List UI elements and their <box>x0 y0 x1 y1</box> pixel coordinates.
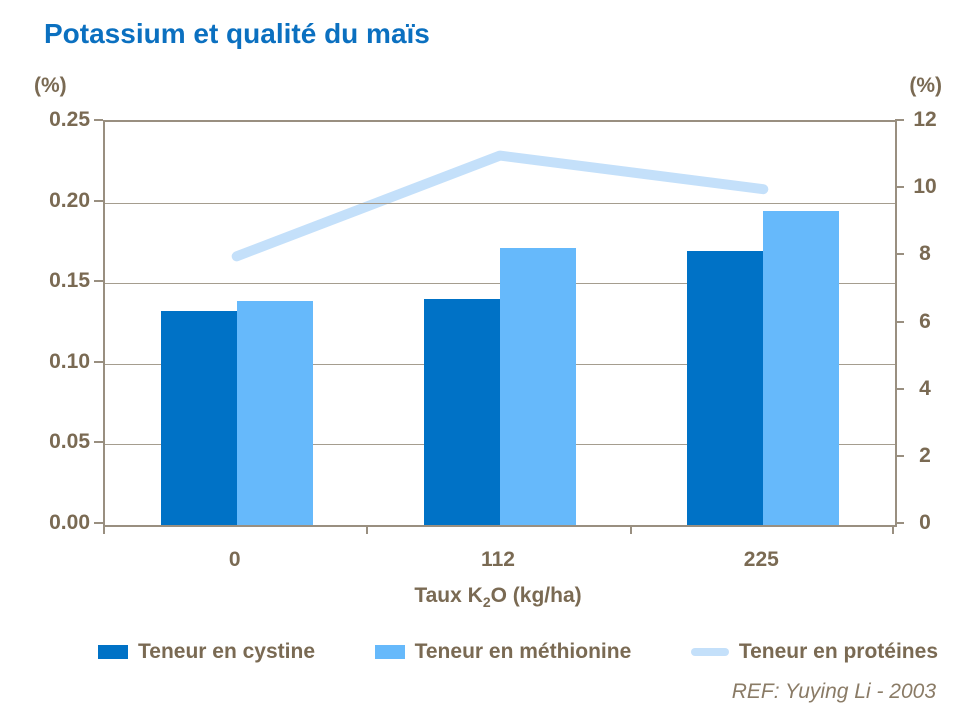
gridline <box>105 202 895 204</box>
x-axis-tick <box>892 525 894 534</box>
left-axis-tick <box>94 441 103 444</box>
legend: Teneur en cystine Teneur en méthionine T… <box>98 640 938 664</box>
legend-item-cystine: Teneur en cystine <box>98 640 315 664</box>
right-axis-tick-label: 8 <box>919 242 931 266</box>
left-axis-tick <box>94 199 103 202</box>
x-category-label: 225 <box>743 548 779 571</box>
chart-title: Potassium et qualité du maïs <box>44 18 430 49</box>
bar-cystine-112 <box>424 299 500 525</box>
proteines-line-swatch-icon <box>690 648 729 656</box>
right-axis-tick-label: 12 <box>913 108 937 131</box>
plot-area <box>103 120 897 527</box>
left-axis-tick-label: 0.00 <box>49 511 90 534</box>
right-axis-tick-label: 10 <box>913 175 937 199</box>
right-axis-tick <box>895 387 904 390</box>
right-axis-tick <box>895 454 904 457</box>
bar-methionine-0 <box>236 300 313 525</box>
right-axis-tick-label: 0 <box>919 511 931 534</box>
right-axis-tick <box>895 186 904 189</box>
x-axis-title: Taux K2O (kg/ha) <box>103 584 893 610</box>
right-axis-tick-label: 2 <box>919 443 931 467</box>
left-axis-tick-label: 0.05 <box>49 430 90 454</box>
left-axis-tick-label: 0.10 <box>49 349 90 373</box>
right-axis-tick <box>895 119 904 121</box>
methionine-swatch-icon <box>374 645 405 659</box>
protein-line-layer <box>231 150 769 262</box>
x-category-label: 112 <box>481 548 515 571</box>
bar-methionine-225 <box>763 210 840 525</box>
x-axis-title-suffix: O (kg/ha) <box>490 584 582 607</box>
right-axis-tick-label: 4 <box>919 376 931 400</box>
x-axis-title-subscript: 2 <box>482 594 491 611</box>
protein-line <box>231 150 769 262</box>
right-axis-tick <box>895 522 904 524</box>
right-axis-tick <box>895 253 904 256</box>
right-axis-unit-label: (%) <box>909 74 942 97</box>
bar-cystine-225 <box>687 250 764 525</box>
left-axis-unit-label: (%) <box>34 74 67 97</box>
x-axis-tick <box>629 525 632 534</box>
bar-methionine-112 <box>500 247 576 525</box>
left-axis-tick-label: 0.25 <box>49 108 90 131</box>
right-axis-tick <box>895 320 904 323</box>
left-axis-tick <box>94 280 103 283</box>
x-category-label: 0 <box>228 548 241 571</box>
left-axis-tick <box>94 360 103 363</box>
x-axis-title-text: Taux K <box>414 584 483 607</box>
left-axis-tick-label: 0.15 <box>49 269 90 293</box>
left-axis-tick-label: 0.20 <box>49 188 90 212</box>
legend-item-methionine: Teneur en méthionine <box>374 640 632 664</box>
legend-label-proteines: Teneur en protéines <box>738 640 938 663</box>
legend-label-cystine: Teneur en cystine <box>138 640 316 663</box>
left-axis-tick <box>94 522 103 524</box>
reference-text: REF: Yuying Li - 2003 <box>731 680 936 703</box>
right-axis-tick-label: 6 <box>919 309 931 333</box>
x-axis-tick <box>103 525 105 534</box>
legend-label-methionine: Teneur en méthionine <box>414 640 632 663</box>
cystine-swatch-icon <box>98 645 128 659</box>
bar-cystine-0 <box>160 310 237 525</box>
x-axis-tick <box>366 525 369 534</box>
legend-item-proteines: Teneur en protéines <box>690 640 938 664</box>
left-axis-tick <box>94 119 103 121</box>
